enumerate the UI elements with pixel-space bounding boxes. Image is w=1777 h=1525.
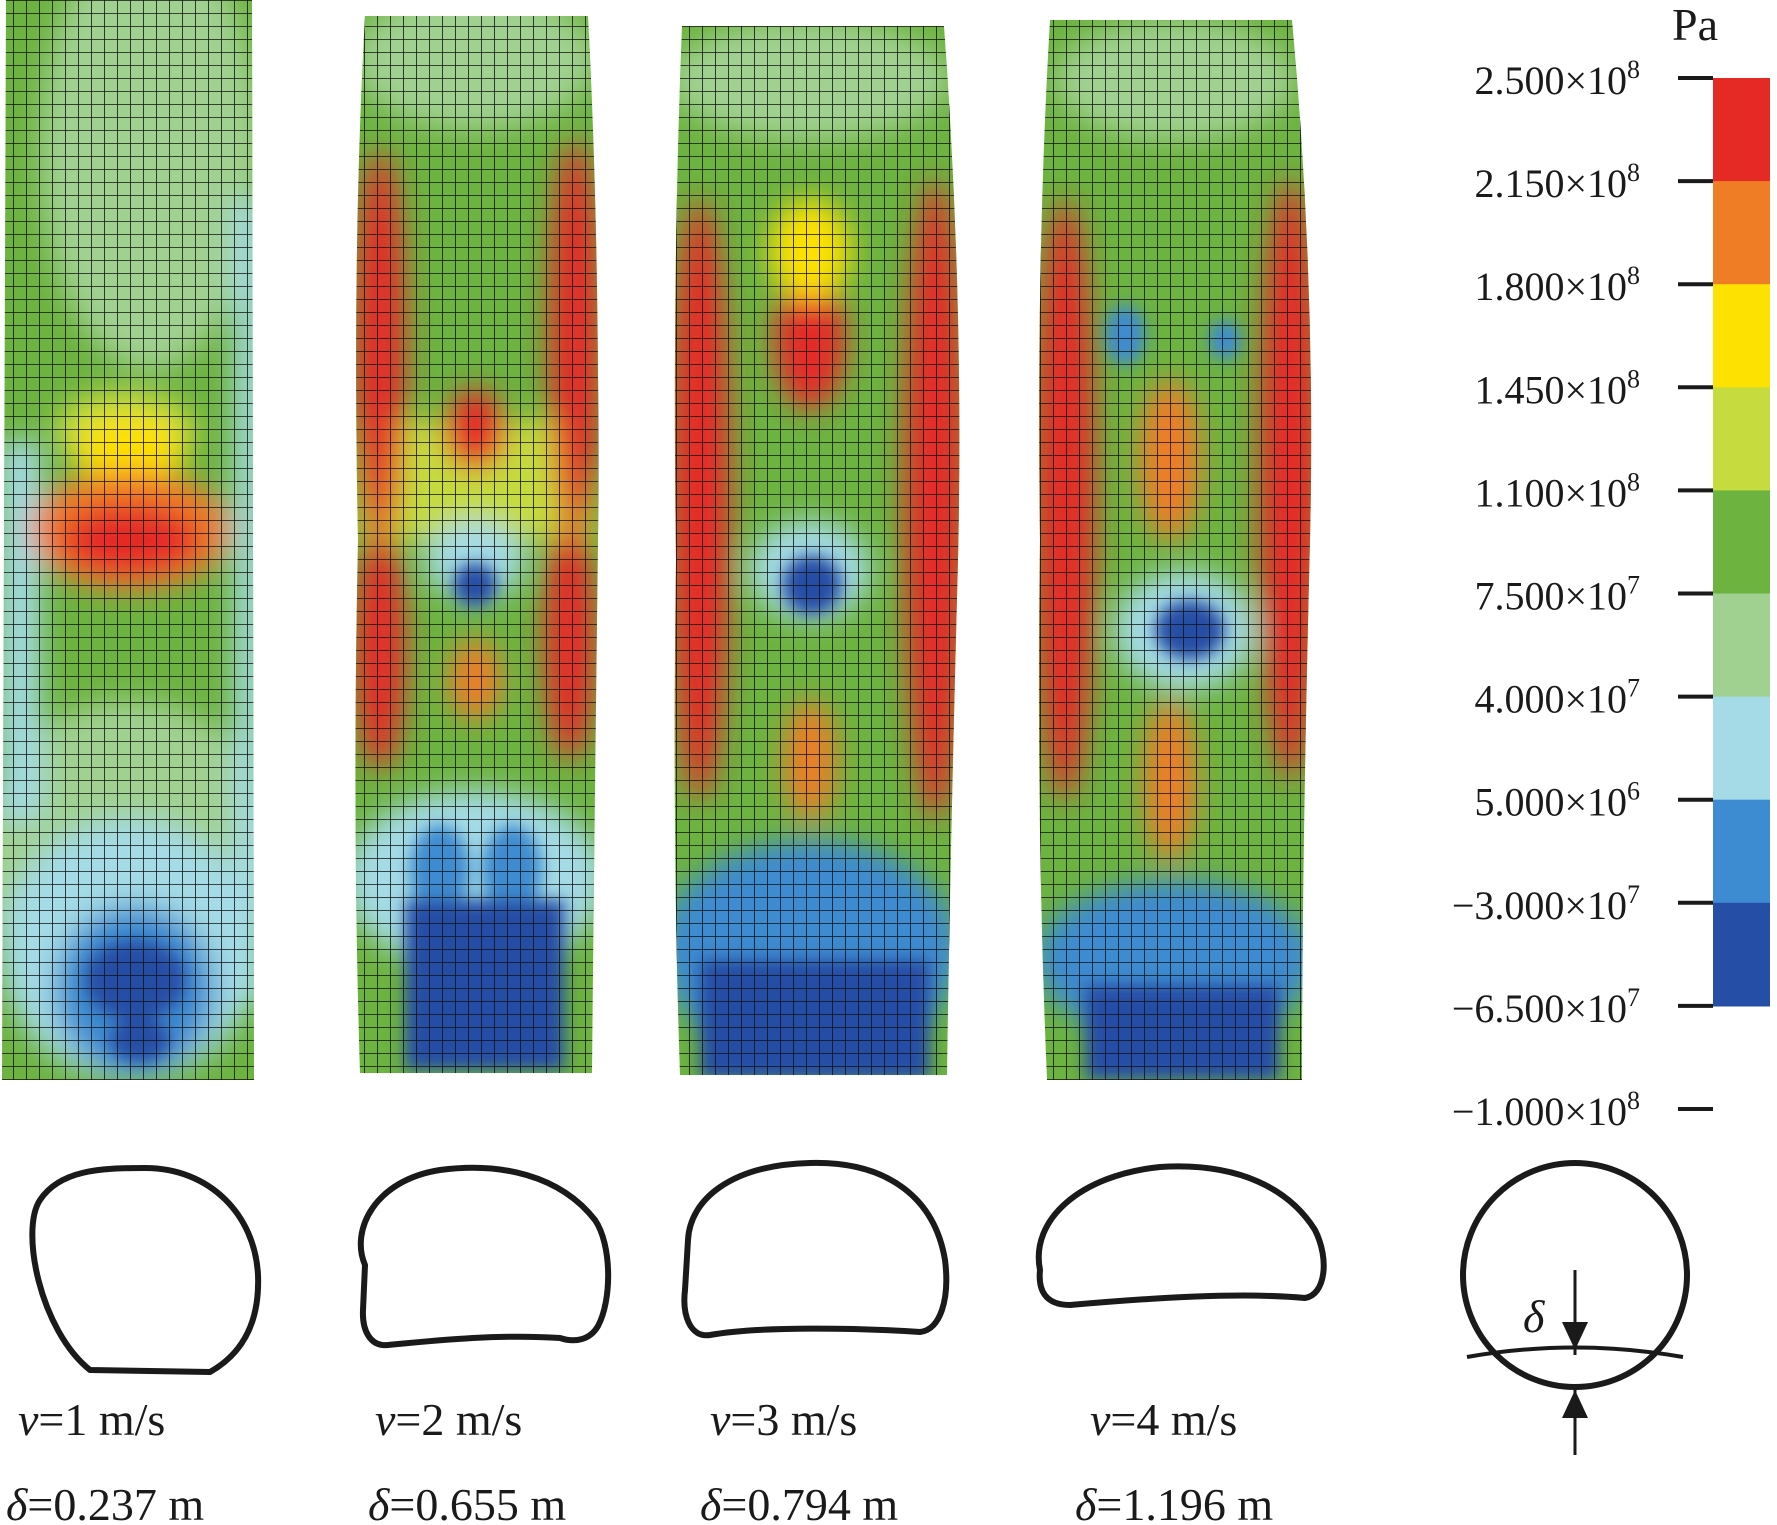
displacement-label: =1.196 m [1096, 1479, 1273, 1525]
delta-symbol: δ [6, 1479, 28, 1525]
legend-band-4 [1713, 387, 1770, 491]
legend-tick-label-3: 1.800×108 [1474, 261, 1640, 309]
displacement-label: =0.794 m [721, 1479, 898, 1525]
contour-panel-2 [355, 16, 599, 1073]
legend-tick-label-8: 5.000×106 [1474, 777, 1640, 825]
svg-text:v=3 m/s: v=3 m/s [710, 1394, 857, 1445]
legend-band-7 [1713, 696, 1770, 801]
caption-2: v=2 m/s δ=0.655 m [368, 1394, 566, 1525]
velocity-label: =2 m/s [395, 1394, 522, 1445]
displacement-label: =0.655 m [389, 1479, 566, 1525]
legend-tick-label-11: −1.000×108 [1452, 1086, 1640, 1134]
svg-text:v=1 m/s: v=1 m/s [18, 1394, 165, 1445]
velocity-symbol: v [1090, 1394, 1111, 1445]
svg-text:δ=1.196 m: δ=1.196 m [1075, 1479, 1273, 1525]
legend-tick-label-7: 4.000×107 [1474, 674, 1640, 722]
legend-tick-label-2: 2.150×108 [1474, 158, 1640, 206]
svg-text:δ=0.655 m: δ=0.655 m [368, 1479, 566, 1525]
cross-section-outline-3 [681, 1159, 950, 1339]
caption-3: v=3 m/s δ=0.794 m [700, 1394, 898, 1525]
legend-tick-label-5: 1.100×108 [1474, 467, 1640, 515]
legend-tick-label-1: 2.500×108 [1474, 55, 1640, 103]
legend-band-9 [1713, 902, 1770, 1007]
delta-definition-sketch: δ [1466, 1270, 1684, 1455]
legend-tick-label-9: −3.000×107 [1452, 880, 1640, 928]
color-legend: Pa 2.500×108 2.150×108 1.800×108 1.450×108 1… [1452, 0, 1770, 1134]
legend-tick-label-4: 1.450×108 [1474, 364, 1640, 412]
velocity-symbol: v [18, 1394, 39, 1445]
contour-panel-4 [1038, 20, 1312, 1080]
legend-tick-label-10: −6.500×107 [1452, 983, 1640, 1031]
legend-band-3 [1713, 284, 1770, 388]
cross-section-outline-2 [357, 1164, 612, 1349]
legend-band-1 [1713, 78, 1770, 182]
delta-symbol: δ [700, 1479, 722, 1525]
cross-section-outline-4 [1035, 1163, 1327, 1308]
velocity-symbol: v [375, 1394, 396, 1445]
velocity-label: =3 m/s [730, 1394, 857, 1445]
legend-band-8 [1713, 799, 1770, 904]
legend-unit: Pa [1672, 0, 1718, 50]
velocity-symbol: v [710, 1394, 731, 1445]
legend-band-6 [1713, 593, 1770, 698]
legend-tick-label-6: 7.500×107 [1474, 571, 1640, 619]
caption-4: v=4 m/s δ=1.196 m [1075, 1394, 1273, 1525]
cross-section-outline-1 [29, 1165, 262, 1375]
contour-panel-3 [674, 26, 960, 1075]
delta-symbol: δ [1075, 1479, 1097, 1525]
caption-1: v=1 m/s δ=0.237 m [6, 1394, 204, 1525]
svg-text:δ=0.794 m: δ=0.794 m [700, 1479, 898, 1525]
velocity-label: =4 m/s [1110, 1394, 1237, 1445]
velocity-label: =1 m/s [38, 1394, 165, 1445]
svg-text:v=2 m/s: v=2 m/s [375, 1394, 522, 1445]
legend-band-5 [1713, 490, 1770, 595]
legend-band-2 [1713, 181, 1770, 285]
delta-symbol: δ [368, 1479, 390, 1525]
svg-text:v=4 m/s: v=4 m/s [1090, 1394, 1237, 1445]
contour-panel-1 [2, 0, 254, 1080]
displacement-label: =0.237 m [27, 1479, 204, 1525]
delta-symbol: δ [1523, 1291, 1545, 1342]
svg-text:δ=0.237 m: δ=0.237 m [6, 1479, 204, 1525]
